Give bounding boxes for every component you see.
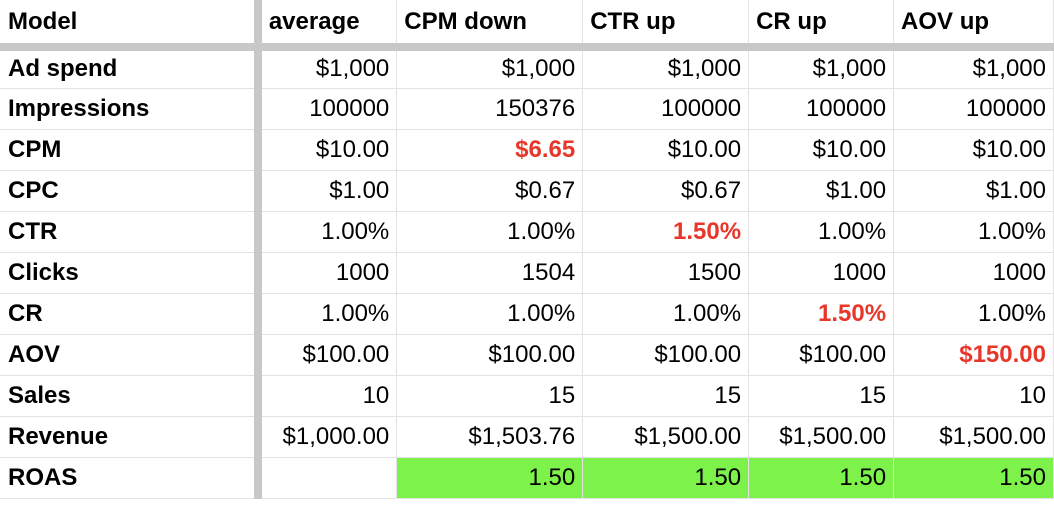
header-cell-model[interactable]: Model: [0, 0, 262, 51]
value-cell[interactable]: 1000: [748, 252, 895, 294]
value-cell[interactable]: 1.00%: [582, 293, 750, 335]
value-cell[interactable]: 1000: [893, 252, 1054, 294]
row-label-cell[interactable]: CPM: [0, 129, 262, 171]
row-label-cell[interactable]: AOV: [0, 334, 262, 376]
row-label-cell[interactable]: Sales: [0, 375, 262, 417]
row-label-cell[interactable]: ROAS: [0, 457, 262, 499]
value-cell[interactable]: $1.00: [748, 170, 895, 212]
value-cell[interactable]: 10: [893, 375, 1054, 417]
table-row: CPC $1.00 $0.67 $0.67 $1.00 $1.00: [0, 170, 1054, 212]
value-cell[interactable]: 1.50: [582, 457, 750, 499]
value-cell[interactable]: $1,000.00: [257, 416, 398, 458]
value-cell[interactable]: $0.67: [582, 170, 750, 212]
value-cell[interactable]: $1,000: [893, 47, 1054, 89]
value-cell[interactable]: 1.00%: [893, 211, 1054, 253]
value-cell[interactable]: $10.00: [748, 129, 895, 171]
value-cell[interactable]: 1500: [582, 252, 750, 294]
value-cell[interactable]: 150376: [396, 88, 584, 130]
value-cell[interactable]: $100.00: [582, 334, 750, 376]
header-row: Model average CPM down CTR up CR up AOV …: [0, 0, 1054, 51]
table-row: Impressions 100000 150376 100000 100000 10000…: [0, 88, 1054, 130]
table-row: Sales 10 15 15 15 10: [0, 375, 1054, 417]
row-label-cell[interactable]: Clicks: [0, 252, 262, 294]
table-row: ROAS 1.50 1.50 1.50 1.50: [0, 457, 1054, 499]
value-cell[interactable]: $6.65: [396, 129, 584, 171]
table-row: Ad spend $1,000 $1,000 $1,000 $1,000 $1,000: [0, 47, 1054, 89]
table-row: CPM $10.00 $6.65 $10.00 $10.00 $10.00: [0, 129, 1054, 171]
value-cell[interactable]: $100.00: [748, 334, 895, 376]
table-row: Clicks 1000 1504 1500 1000 1000: [0, 252, 1054, 294]
header-cell-cpm-down[interactable]: CPM down: [396, 0, 584, 51]
value-cell[interactable]: $1,500.00: [582, 416, 750, 458]
value-cell[interactable]: $10.00: [582, 129, 750, 171]
header-cell-cr-up[interactable]: CR up: [748, 0, 895, 51]
value-cell[interactable]: $1,000: [748, 47, 895, 89]
value-cell[interactable]: 1000: [257, 252, 398, 294]
value-cell[interactable]: $100.00: [396, 334, 584, 376]
value-cell[interactable]: $1,000: [257, 47, 398, 89]
table-row: CR 1.00% 1.00% 1.00% 1.50% 1.00%: [0, 293, 1054, 335]
table-row: CTR 1.00% 1.00% 1.50% 1.00% 1.00%: [0, 211, 1054, 253]
value-cell[interactable]: $1,503.76: [396, 416, 584, 458]
row-label-cell[interactable]: CTR: [0, 211, 262, 253]
value-cell[interactable]: 100000: [257, 88, 398, 130]
value-cell[interactable]: 100000: [582, 88, 750, 130]
value-cell[interactable]: 1.50: [748, 457, 895, 499]
value-cell[interactable]: 1.00%: [396, 211, 584, 253]
value-cell[interactable]: 1.00%: [257, 211, 398, 253]
header-cell-aov-up[interactable]: AOV up: [893, 0, 1054, 51]
value-cell[interactable]: $1,000: [396, 47, 584, 89]
value-cell[interactable]: 1.00%: [396, 293, 584, 335]
value-cell[interactable]: $1,500.00: [748, 416, 895, 458]
value-cell[interactable]: $150.00: [893, 334, 1054, 376]
header-cell-ctr-up[interactable]: CTR up: [582, 0, 750, 51]
value-cell[interactable]: 100000: [748, 88, 895, 130]
value-cell[interactable]: [257, 457, 398, 499]
value-cell[interactable]: $10.00: [257, 129, 398, 171]
row-label-cell[interactable]: CR: [0, 293, 262, 335]
value-cell[interactable]: $1,000: [582, 47, 750, 89]
value-cell[interactable]: 1.00%: [257, 293, 398, 335]
value-cell[interactable]: 1.50: [893, 457, 1054, 499]
table-row: Revenue $1,000.00 $1,503.76 $1,500.00 $1,500…: [0, 416, 1054, 458]
value-cell[interactable]: $10.00: [893, 129, 1054, 171]
model-table: Model average CPM down CTR up CR up AOV …: [0, 0, 1054, 499]
value-cell[interactable]: 10: [257, 375, 398, 417]
row-label-cell[interactable]: Impressions: [0, 88, 262, 130]
row-label-cell[interactable]: Revenue: [0, 416, 262, 458]
value-cell[interactable]: 100000: [893, 88, 1054, 130]
value-cell[interactable]: $1.00: [893, 170, 1054, 212]
row-label-cell[interactable]: Ad spend: [0, 47, 262, 89]
value-cell[interactable]: 15: [748, 375, 895, 417]
value-cell[interactable]: $1.00: [257, 170, 398, 212]
value-cell[interactable]: 1.00%: [893, 293, 1054, 335]
row-label-cell[interactable]: CPC: [0, 170, 262, 212]
value-cell[interactable]: 1.50: [396, 457, 584, 499]
value-cell[interactable]: $0.67: [396, 170, 584, 212]
header-cell-average[interactable]: average: [257, 0, 398, 51]
value-cell[interactable]: $100.00: [257, 334, 398, 376]
value-cell[interactable]: 15: [396, 375, 584, 417]
value-cell[interactable]: 1.50%: [748, 293, 895, 335]
value-cell[interactable]: $1,500.00: [893, 416, 1054, 458]
value-cell[interactable]: 15: [582, 375, 750, 417]
value-cell[interactable]: 1.50%: [582, 211, 750, 253]
value-cell[interactable]: 1504: [396, 252, 584, 294]
value-cell[interactable]: 1.00%: [748, 211, 895, 253]
table-row: AOV $100.00 $100.00 $100.00 $100.00 $150.00: [0, 334, 1054, 376]
